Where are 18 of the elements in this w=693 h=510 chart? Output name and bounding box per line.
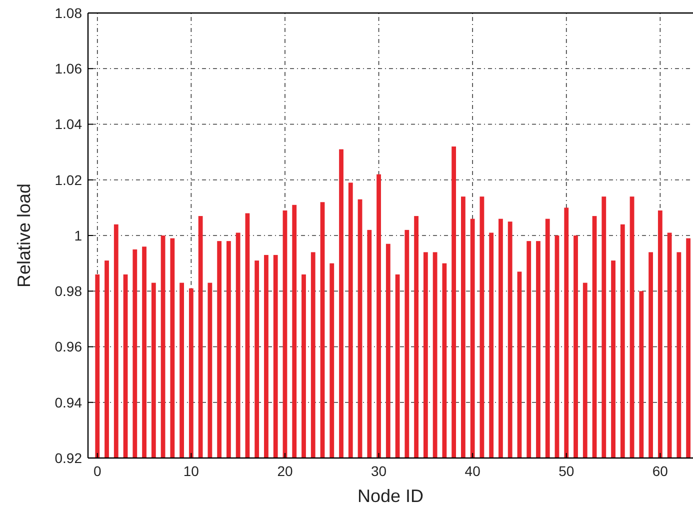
y-tick-label: 1.04 [54, 116, 82, 132]
y-tick-label: 0.96 [54, 338, 82, 355]
y-tick-label: 1 [74, 227, 82, 244]
x-tick-label: 50 [558, 463, 574, 479]
y-axis-title: Relative load [14, 183, 34, 288]
y-tick-label: 0.94 [54, 394, 82, 410]
y-tick-label: 1.06 [54, 60, 82, 77]
y-tick-label: 0.98 [54, 283, 82, 300]
x-tick-label: 40 [464, 463, 481, 479]
x-tick-label: 0 [93, 463, 102, 479]
x-tick-label: 10 [183, 463, 200, 479]
y-tick-label: 0.92 [54, 450, 82, 466]
x-tick-label: 20 [277, 463, 293, 479]
y-tick-label: 1.02 [54, 172, 82, 188]
x-tick-label: 60 [652, 463, 668, 479]
x-tick-label: 30 [370, 463, 387, 479]
x-axis-title: Node ID [357, 486, 424, 506]
y-tick-label: 1.08 [54, 4, 82, 21]
